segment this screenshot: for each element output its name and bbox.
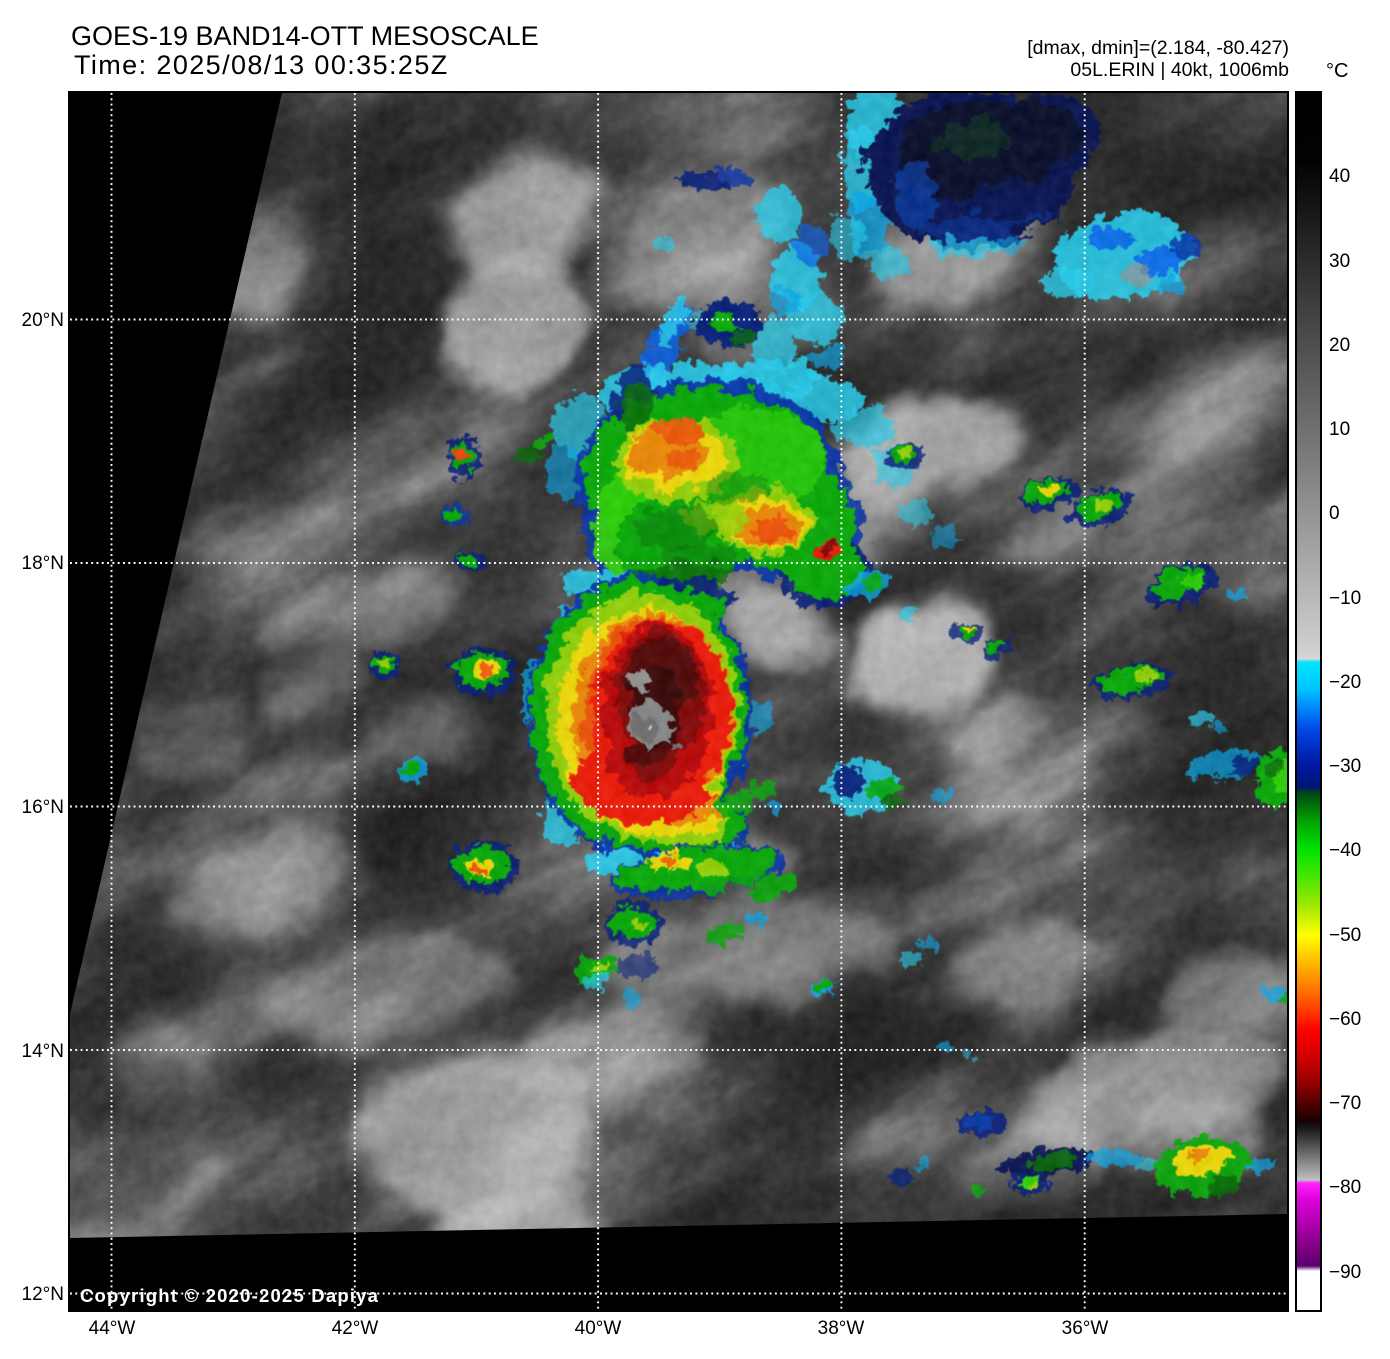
- svg-text:Copyright © 2020-2025 Dapiya: Copyright © 2020-2025 Dapiya: [80, 1285, 379, 1306]
